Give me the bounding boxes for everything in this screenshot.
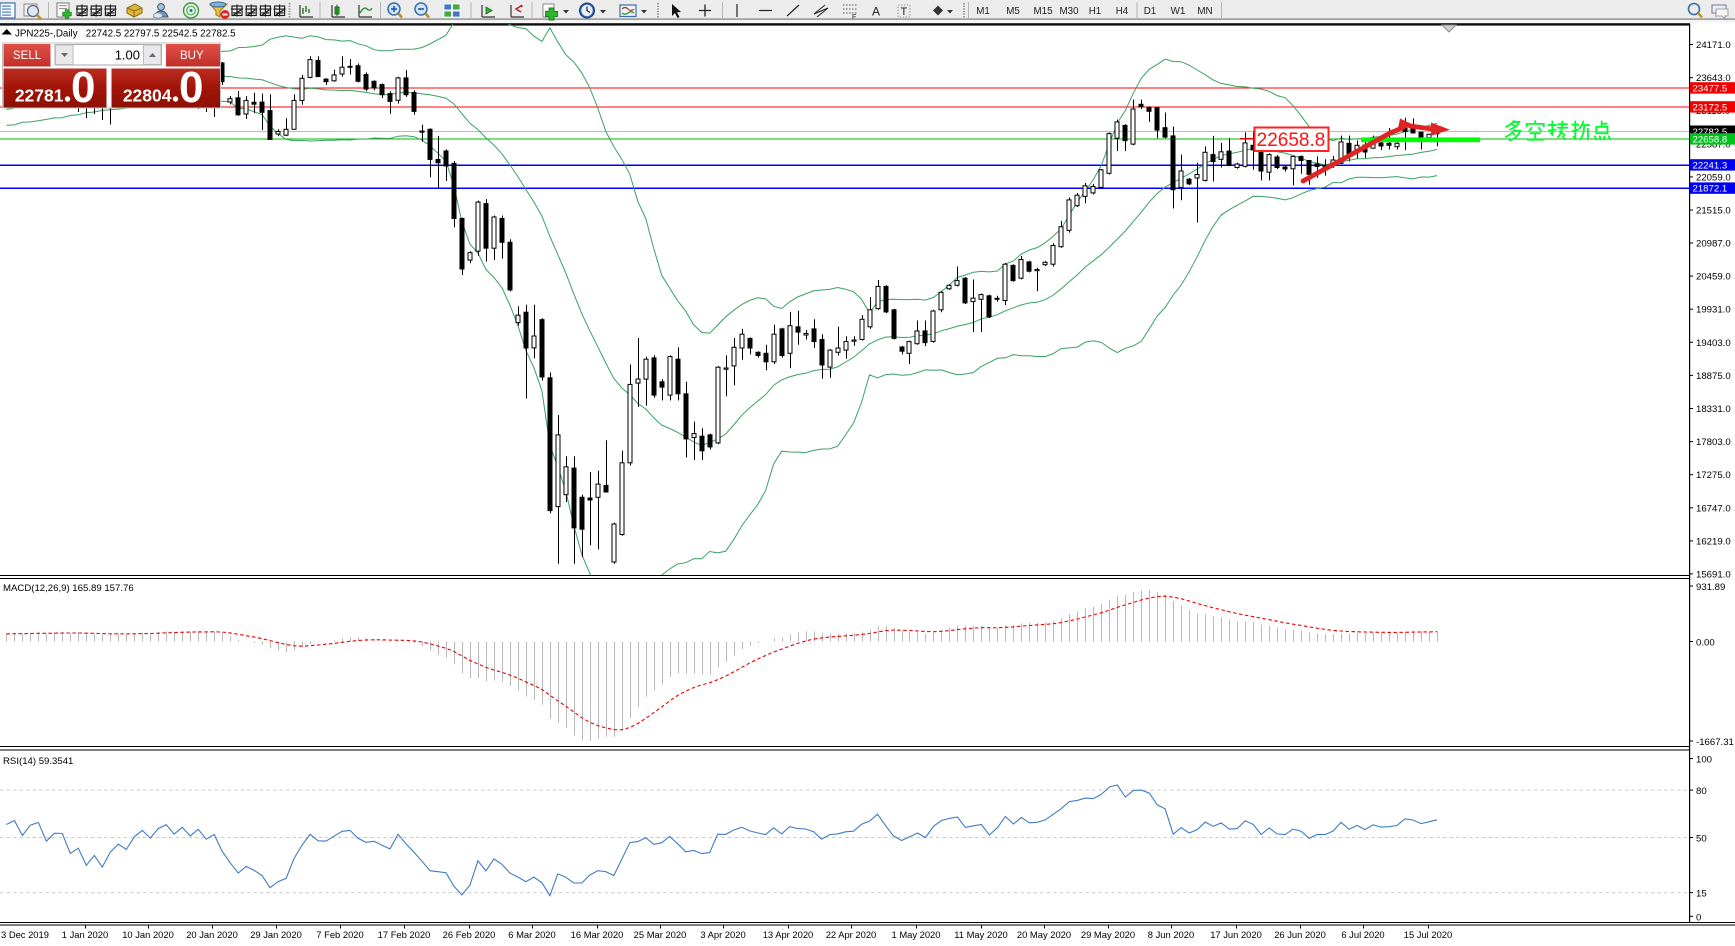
svg-text:M5: M5 xyxy=(1006,6,1020,17)
svg-text:-1667.31: -1667.31 xyxy=(1696,737,1734,748)
svg-text:0: 0 xyxy=(71,63,95,112)
svg-text:MACD(12,26,9) 165.89 157.76: MACD(12,26,9) 165.89 157.76 xyxy=(3,583,134,594)
svg-text:13 Apr 2020: 13 Apr 2020 xyxy=(763,929,814,940)
svg-text:22241.3: 22241.3 xyxy=(1693,161,1728,172)
svg-text:15691.0: 15691.0 xyxy=(1696,569,1731,580)
svg-text:26 Feb 2020: 26 Feb 2020 xyxy=(443,929,496,940)
svg-text:22 Apr 2020: 22 Apr 2020 xyxy=(826,929,877,940)
svg-text:1 May 2020: 1 May 2020 xyxy=(892,929,941,940)
svg-text:18331.0: 18331.0 xyxy=(1696,404,1731,415)
svg-text:23172.5: 23172.5 xyxy=(1693,103,1728,114)
svg-text:17275.0: 17275.0 xyxy=(1696,470,1731,481)
svg-text:22781: 22781 xyxy=(15,86,64,106)
svg-text:F: F xyxy=(852,14,856,21)
svg-text:8 Jun 2020: 8 Jun 2020 xyxy=(1148,929,1194,940)
svg-text:M1: M1 xyxy=(976,6,990,17)
svg-text:6 Jul 2020: 6 Jul 2020 xyxy=(1341,929,1384,940)
svg-text:22059.0: 22059.0 xyxy=(1696,172,1731,183)
svg-text:22658.8: 22658.8 xyxy=(1257,130,1326,151)
svg-text:16 Mar 2020: 16 Mar 2020 xyxy=(571,929,624,940)
svg-text:16747.0: 16747.0 xyxy=(1696,503,1731,514)
svg-text:JPN225-,Daily 22742.5 22797.: JPN225-,Daily 22742.5 22797.5 22542.5 22… xyxy=(15,29,236,40)
svg-text:M15: M15 xyxy=(1033,6,1053,17)
svg-text:16219.0: 16219.0 xyxy=(1696,536,1731,547)
svg-text:22804: 22804 xyxy=(123,86,172,106)
svg-text:MN: MN xyxy=(1197,6,1212,17)
svg-text:50: 50 xyxy=(1696,834,1707,845)
svg-text:25 Mar 2020: 25 Mar 2020 xyxy=(634,929,687,940)
svg-text:23643.0: 23643.0 xyxy=(1696,73,1731,84)
svg-text:RSI(14) 59.3541: RSI(14) 59.3541 xyxy=(3,756,73,767)
svg-text:1 Jan 2020: 1 Jan 2020 xyxy=(62,929,108,940)
svg-text:6 Mar 2020: 6 Mar 2020 xyxy=(508,929,555,940)
svg-text:20987.0: 20987.0 xyxy=(1696,239,1731,250)
svg-text:10 Jan 2020: 10 Jan 2020 xyxy=(122,929,174,940)
svg-text:BUY: BUY xyxy=(180,50,204,62)
svg-text:24171.0: 24171.0 xyxy=(1696,40,1731,51)
svg-text:D1: D1 xyxy=(1144,6,1157,17)
svg-text:21515.0: 21515.0 xyxy=(1696,206,1731,217)
svg-text:0: 0 xyxy=(1696,912,1701,923)
svg-text:H4: H4 xyxy=(1116,6,1129,17)
svg-text:0.00: 0.00 xyxy=(1696,638,1715,649)
svg-text:W1: W1 xyxy=(1171,6,1186,17)
svg-text:17 Feb 2020: 17 Feb 2020 xyxy=(378,929,431,940)
svg-text:3 Dec 2019: 3 Dec 2019 xyxy=(1,929,49,940)
svg-text:17803.0: 17803.0 xyxy=(1696,437,1731,448)
svg-text:29 May 2020: 29 May 2020 xyxy=(1081,929,1135,940)
svg-text:20459.0: 20459.0 xyxy=(1696,272,1731,283)
svg-text:7 Feb 2020: 7 Feb 2020 xyxy=(316,929,363,940)
svg-text:A: A xyxy=(872,5,880,19)
svg-text:M30: M30 xyxy=(1059,6,1079,17)
svg-text:20 May 2020: 20 May 2020 xyxy=(1017,929,1071,940)
svg-text:T: T xyxy=(901,6,908,18)
svg-text:15 Jul 2020: 15 Jul 2020 xyxy=(1404,929,1452,940)
svg-text:26 Jun 2020: 26 Jun 2020 xyxy=(1274,929,1326,940)
svg-text:20 Jan 2020: 20 Jan 2020 xyxy=(186,929,238,940)
svg-text:931.89: 931.89 xyxy=(1696,582,1725,593)
svg-text:21872.1: 21872.1 xyxy=(1693,184,1728,195)
svg-text:SELL: SELL xyxy=(13,50,42,62)
svg-text:18875.0: 18875.0 xyxy=(1696,371,1731,382)
svg-text:11 May 2020: 11 May 2020 xyxy=(954,929,1008,940)
svg-text:H1: H1 xyxy=(1089,6,1102,17)
svg-text:19403.0: 19403.0 xyxy=(1696,338,1731,349)
svg-text:23477.5: 23477.5 xyxy=(1693,84,1728,95)
svg-text:15: 15 xyxy=(1696,889,1707,900)
svg-text:22782.5: 22782.5 xyxy=(1693,127,1728,138)
svg-text:22587.0: 22587.0 xyxy=(1696,139,1731,150)
svg-text:80: 80 xyxy=(1696,786,1707,797)
svg-text:22658.8: 22658.8 xyxy=(1693,135,1728,146)
svg-text:3 Apr 2020: 3 Apr 2020 xyxy=(700,929,745,940)
svg-text:19931.0: 19931.0 xyxy=(1696,305,1731,316)
svg-text:29 Jan 2020: 29 Jan 2020 xyxy=(250,929,302,940)
svg-text:1.00: 1.00 xyxy=(115,48,140,63)
svg-text:0: 0 xyxy=(179,63,203,112)
svg-text:100: 100 xyxy=(1696,755,1712,766)
svg-text:17 Jun 2020: 17 Jun 2020 xyxy=(1210,929,1262,940)
